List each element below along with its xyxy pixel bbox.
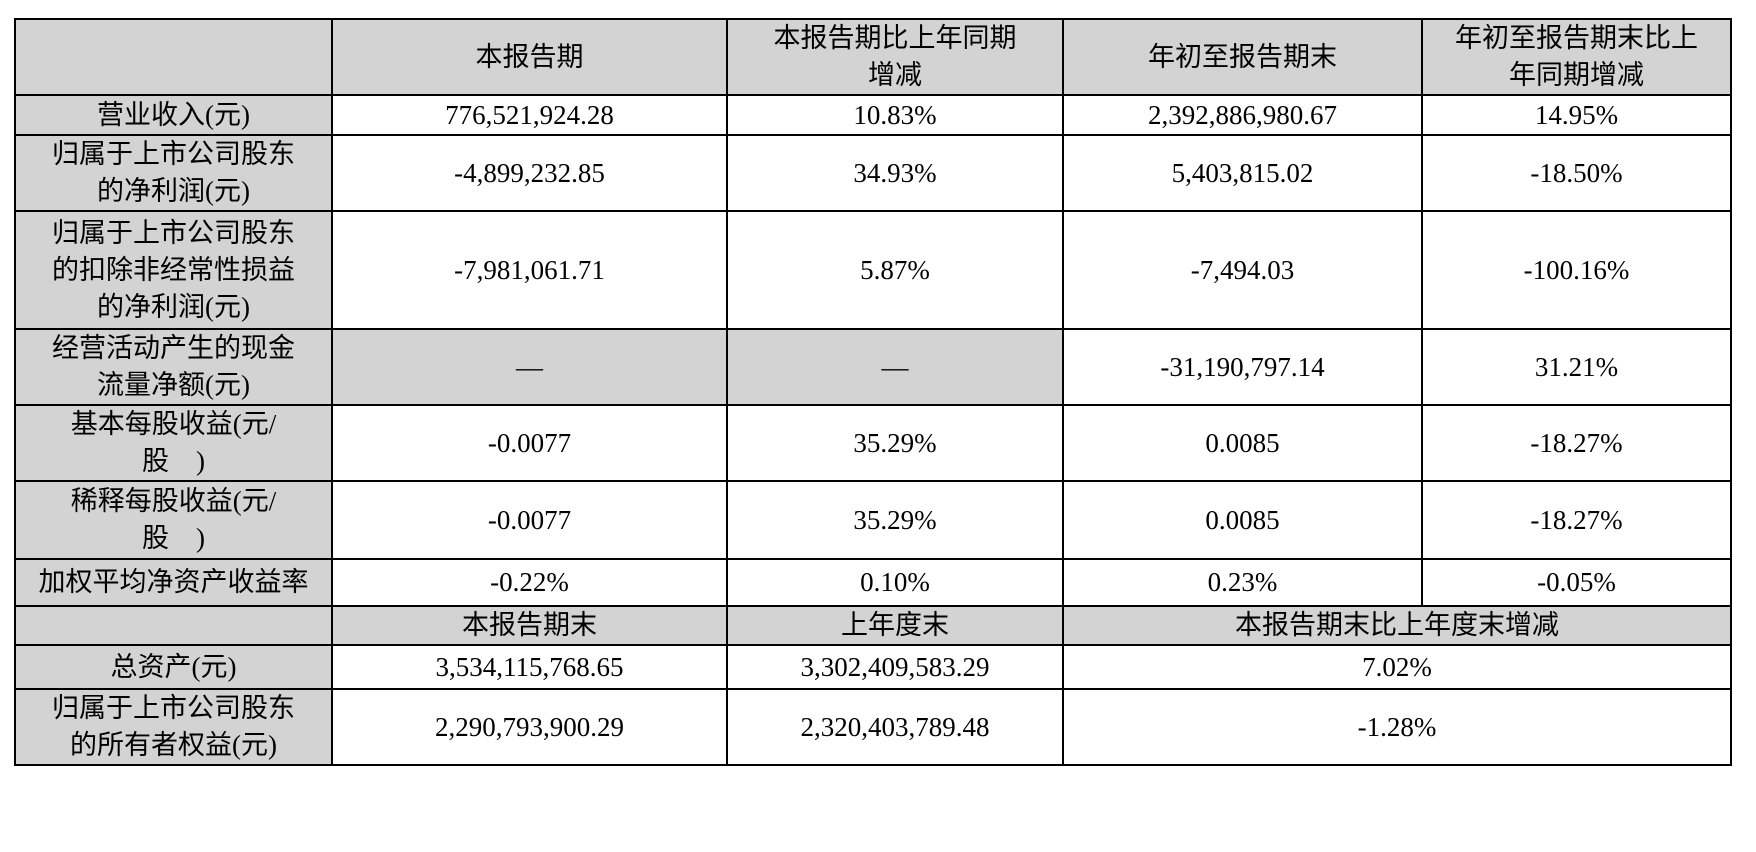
row-label: 营业收入(元)	[14, 94, 333, 136]
cell-value: 2,320,403,789.48	[726, 688, 1064, 766]
row-label: 稀释每股收益(元/ 股 )	[14, 480, 333, 560]
header-current-period-yoy: 本报告期比上年同期 增减	[726, 18, 1064, 96]
header-period-end-change: 本报告期末比上年度末增减	[1062, 605, 1732, 646]
cell-value: -18.27%	[1421, 480, 1732, 560]
cell-value: 2,392,886,980.67	[1062, 94, 1423, 136]
cell-value: -4,899,232.85	[331, 134, 728, 212]
cell-value: 5.87%	[726, 210, 1064, 330]
cell-value: 35.29%	[726, 404, 1064, 482]
table-row: 归属于上市公司股东 的扣除非经常性损益 的净利润(元) -7,981,061.7…	[14, 210, 1732, 330]
table-row: 稀释每股收益(元/ 股 ) -0.0077 35.29% 0.0085 -18.…	[14, 480, 1732, 560]
cell-value: 3,302,409,583.29	[726, 644, 1064, 690]
row-label: 经营活动产生的现金 流量净额(元)	[14, 328, 333, 406]
cell-value: -18.50%	[1421, 134, 1732, 212]
header-ytd: 年初至报告期末	[1062, 18, 1423, 96]
table-row: 经营活动产生的现金 流量净额(元) — — -31,190,797.14 31.…	[14, 328, 1732, 406]
cell-value: 776,521,924.28	[331, 94, 728, 136]
header-row-period: 本报告期 本报告期比上年同期 增减 年初至报告期末 年初至报告期末比上 年同期增…	[14, 18, 1732, 96]
cell-value: -100.16%	[1421, 210, 1732, 330]
cell-value: -31,190,797.14	[1062, 328, 1423, 406]
key-financials-table: 本报告期 本报告期比上年同期 增减 年初至报告期末 年初至报告期末比上 年同期增…	[14, 18, 1732, 766]
cell-value: 0.10%	[726, 558, 1064, 607]
cell-value: 2,290,793,900.29	[331, 688, 728, 766]
cell-value-na: —	[331, 328, 728, 406]
cell-value: 14.95%	[1421, 94, 1732, 136]
row-label: 总资产(元)	[14, 644, 333, 690]
table-row: 基本每股收益(元/ 股 ) -0.0077 35.29% 0.0085 -18.…	[14, 404, 1732, 482]
table-row: 归属于上市公司股东 的所有者权益(元) 2,290,793,900.29 2,3…	[14, 688, 1732, 766]
table-row: 总资产(元) 3,534,115,768.65 3,302,409,583.29…	[14, 644, 1732, 690]
corner-cell	[14, 605, 333, 646]
cell-value: 3,534,115,768.65	[331, 644, 728, 690]
cell-value: -0.0077	[331, 404, 728, 482]
header-ytd-yoy: 年初至报告期末比上 年同期增减	[1421, 18, 1732, 96]
cell-value: 10.83%	[726, 94, 1064, 136]
cell-value: 5,403,815.02	[1062, 134, 1423, 212]
cell-value: -0.22%	[331, 558, 728, 607]
cell-value: 0.0085	[1062, 404, 1423, 482]
cell-value: -18.27%	[1421, 404, 1732, 482]
cell-value: 34.93%	[726, 134, 1064, 212]
corner-cell	[14, 18, 333, 96]
row-label: 归属于上市公司股东 的扣除非经常性损益 的净利润(元)	[14, 210, 333, 330]
cell-value: 7.02%	[1062, 644, 1732, 690]
cell-value: -1.28%	[1062, 688, 1732, 766]
cell-value: -7,981,061.71	[331, 210, 728, 330]
header-row-period-end: 本报告期末 上年度末 本报告期末比上年度末增减	[14, 605, 1732, 646]
cell-value: -0.0077	[331, 480, 728, 560]
cell-value: 0.0085	[1062, 480, 1423, 560]
cell-value: 31.21%	[1421, 328, 1732, 406]
header-prev-year-end: 上年度末	[726, 605, 1064, 646]
financial-indicators-table: 本报告期 本报告期比上年同期 增减 年初至报告期末 年初至报告期末比上 年同期增…	[14, 18, 1732, 766]
cell-value: -0.05%	[1421, 558, 1732, 607]
row-label: 归属于上市公司股东 的净利润(元)	[14, 134, 333, 212]
cell-value: 0.23%	[1062, 558, 1423, 607]
row-label: 基本每股收益(元/ 股 )	[14, 404, 333, 482]
row-label: 加权平均净资产收益率	[14, 558, 333, 607]
cell-value: 35.29%	[726, 480, 1064, 560]
row-label: 归属于上市公司股东 的所有者权益(元)	[14, 688, 333, 766]
header-period-end: 本报告期末	[331, 605, 728, 646]
header-current-period: 本报告期	[331, 18, 728, 96]
cell-value: -7,494.03	[1062, 210, 1423, 330]
table-row: 营业收入(元) 776,521,924.28 10.83% 2,392,886,…	[14, 94, 1732, 136]
table-row: 归属于上市公司股东 的净利润(元) -4,899,232.85 34.93% 5…	[14, 134, 1732, 212]
cell-value-na: —	[726, 328, 1064, 406]
table-row: 加权平均净资产收益率 -0.22% 0.10% 0.23% -0.05%	[14, 558, 1732, 607]
